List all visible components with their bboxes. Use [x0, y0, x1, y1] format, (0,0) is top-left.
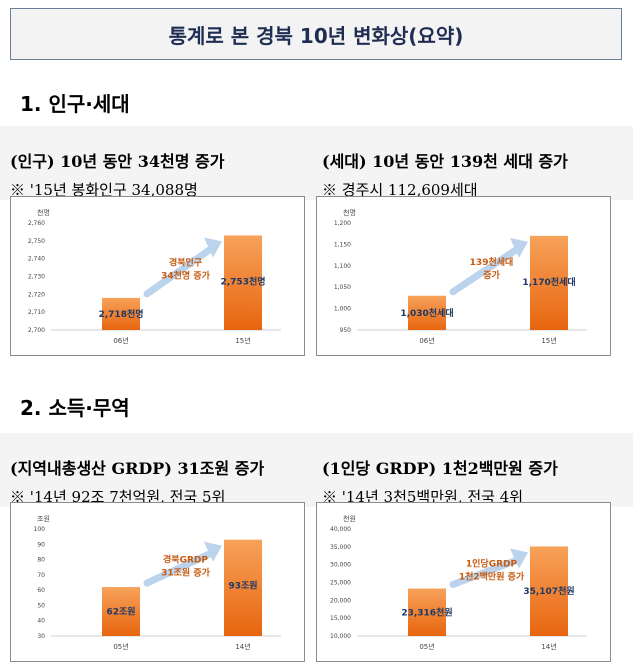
y-tick-label: 30 — [37, 633, 45, 640]
panel-heading: (인구) 10년 동안 34천명 증가 — [10, 152, 225, 171]
annotation-label: 경북GRDP — [163, 553, 208, 565]
y-tick-label: 2,710 — [28, 309, 45, 316]
section-band-income — [0, 433, 633, 507]
y-tick-label: 50 — [37, 602, 45, 609]
y-tick-label: 80 — [37, 557, 45, 564]
trend-arrow-shaft — [449, 246, 520, 296]
y-tick-label: 2,700 — [28, 327, 45, 334]
y-tick-label: 25,000 — [330, 580, 351, 587]
y-tick-label: 1,200 — [334, 220, 351, 227]
trend-arrow-head — [510, 237, 528, 258]
panel-note: ※ '15년 봉화인구 34,088명 — [10, 181, 198, 199]
bar — [408, 295, 446, 330]
page-title: 통계로 본 경북 10년 변화상(요약) — [10, 8, 622, 60]
y-tick-label: 30,000 — [330, 562, 351, 569]
bar — [224, 235, 262, 330]
chart-households: 천명 950 1,000 1,050 1,100 1,150 1,200 06년 15년 1,03… — [316, 196, 611, 356]
trend-arrow-head — [204, 541, 222, 562]
bar — [408, 588, 446, 636]
bar-value-label: 2,718천명 — [98, 308, 143, 320]
chart-svg: 천원 10,000 15,000 20,000 25,000 30,000 35,000 40… — [330, 514, 587, 651]
panel-head-grdp: (지역내총생산 GRDP) 31조원 증가 ※ '14년 92조 7천억원, 전… — [10, 455, 264, 507]
annotation-label: 1인당GRDP — [466, 557, 518, 569]
annotation-label: 31조원 증가 — [161, 566, 210, 578]
bar-value-label: 62조원 — [106, 606, 135, 618]
y-tick-label: 35,000 — [330, 544, 351, 551]
panel-note: ※ 경주시 112,609세대 — [322, 181, 478, 199]
y-tick-label: 1,050 — [334, 284, 351, 291]
x-tick-label: 14년 — [235, 642, 250, 651]
panel-heading: (세대) 10년 동안 139천 세대 증가 — [322, 152, 568, 171]
panel-heading: (지역내총생산 GRDP) 31조원 증가 — [10, 459, 265, 478]
section-title-population: 1. 인구·세대 — [20, 92, 130, 116]
panel-head-population: (인구) 10년 동안 34천명 증가 ※ '15년 봉화인구 34,088명 — [10, 148, 224, 200]
axis-unit-label: 조원 — [37, 514, 50, 523]
bar — [224, 539, 262, 636]
bar-value-label: 93조원 — [228, 580, 257, 592]
bar-value-label: 35,107천원 — [523, 585, 574, 597]
trend-arrow-head — [510, 548, 528, 569]
bar-value-label: 2,753천명 — [220, 275, 265, 287]
panel-note: ※ '14년 3천5백만원, 전국 4위 — [322, 488, 524, 506]
annotation-label: 139천세대 — [470, 256, 514, 268]
y-tick-label: 2,730 — [28, 274, 45, 281]
x-tick-label: 06년 — [113, 336, 128, 345]
y-tick-label: 1,100 — [334, 263, 351, 270]
chart-svg: 조원 30 40 50 60 70 80 90 100 05년 14년 62조원 93조원 경북GRDP3… — [34, 514, 281, 651]
section-title-income: 2. 소득·무역 — [20, 396, 130, 420]
section-band-population — [0, 126, 633, 200]
axis-unit-label: 천원 — [343, 514, 356, 523]
y-tick-label: 1,150 — [334, 241, 351, 248]
chart-grdp-per-capita: 천원 10,000 15,000 20,000 25,000 30,000 35,000 40… — [316, 502, 611, 662]
x-tick-label: 14년 — [541, 642, 556, 651]
x-tick-label: 06년 — [419, 336, 434, 345]
annotation-label: 경북인구 — [169, 257, 202, 269]
trend-arrow-shaft — [449, 556, 520, 589]
y-tick-label: 40 — [37, 618, 45, 625]
trend-arrow-shaft — [143, 245, 214, 298]
chart-grdp: 조원 30 40 50 60 70 80 90 100 05년 14년 62조원 93조원 경북GRDP 3… — [10, 502, 305, 662]
panel-head-households: (세대) 10년 동안 139천 세대 증가 ※ 경주시 112,609세대 — [322, 148, 568, 200]
chart-svg: 천명 950 1,000 1,050 1,100 1,150 1,200 06년 15년 1,03… — [334, 208, 587, 345]
x-tick-label: 15년 — [541, 336, 556, 345]
bar — [102, 297, 140, 330]
bar — [530, 235, 568, 330]
bar-value-label: 23,316천원 — [401, 606, 452, 618]
y-tick-label: 950 — [340, 327, 352, 334]
y-tick-label: 40,000 — [330, 526, 351, 533]
y-tick-label: 20,000 — [330, 597, 351, 604]
bar — [530, 546, 568, 636]
axis-unit-label: 천명 — [343, 208, 356, 217]
x-tick-label: 05년 — [419, 642, 434, 651]
y-tick-label: 1,000 — [334, 306, 351, 313]
annotation-label: 증가 — [483, 269, 500, 281]
annotation-label: 34천명 증가 — [161, 270, 210, 282]
y-tick-label: 70 — [37, 572, 45, 579]
bar-value-label: 1,170천세대 — [522, 276, 575, 288]
y-tick-label: 90 — [37, 541, 45, 548]
x-tick-label: 05년 — [113, 642, 128, 651]
y-tick-label: 2,750 — [28, 238, 45, 245]
bar — [102, 587, 140, 636]
bar-value-label: 1,030천세대 — [400, 307, 453, 319]
chart-svg: 천명 2,700 2,710 2,720 2,730 2,740 2,750 2,760 06년… — [28, 208, 281, 345]
trend-arrow-shaft — [143, 550, 214, 587]
panel-heading: (1인당 GRDP) 1천2백만원 증가 — [322, 459, 558, 478]
y-tick-label: 2,760 — [28, 220, 45, 227]
y-tick-label: 2,720 — [28, 291, 45, 298]
panel-head-grdp-per-capita: (1인당 GRDP) 1천2백만원 증가 ※ '14년 3천5백만원, 전국 4… — [322, 455, 558, 507]
x-tick-label: 15년 — [235, 336, 250, 345]
axis-unit-label: 천명 — [37, 208, 50, 217]
annotation-label: 1천2백만원 증가 — [459, 570, 525, 582]
y-tick-label: 2,740 — [28, 256, 45, 263]
y-tick-label: 100 — [34, 526, 46, 533]
trend-arrow-head — [204, 237, 222, 258]
panel-note: ※ '14년 92조 7천억원, 전국 5위 — [10, 488, 226, 506]
chart-population: 천명 2,700 2,710 2,720 2,730 2,740 2,750 2,760 06년… — [10, 196, 305, 356]
y-tick-label: 15,000 — [330, 615, 351, 622]
y-tick-label: 60 — [37, 587, 45, 594]
y-tick-label: 10,000 — [330, 633, 351, 640]
